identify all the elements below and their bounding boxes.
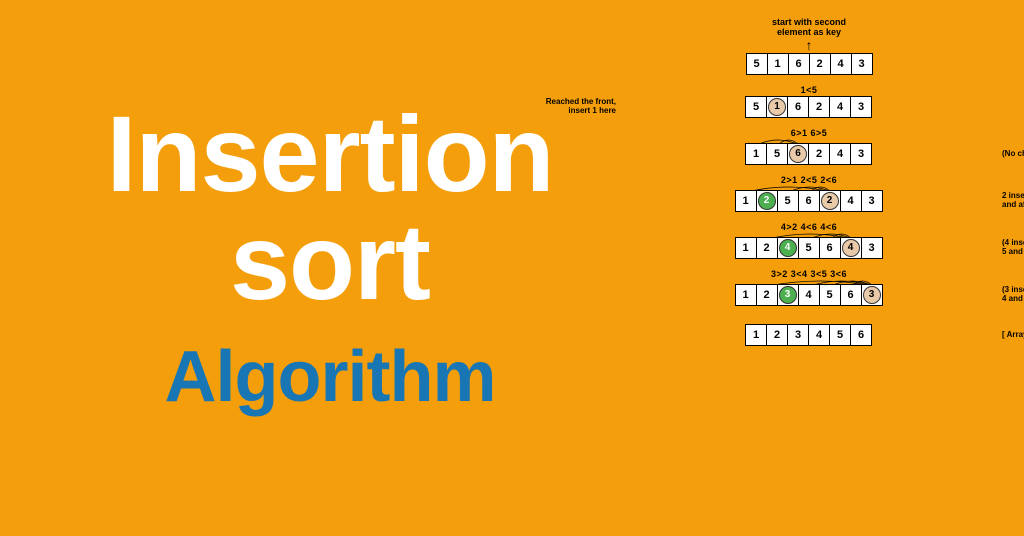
highlight-tan-icon: 6 — [789, 145, 807, 163]
step-5: 3>2 3<4 3<5 3<6 (3 inserted before4 and … — [624, 269, 994, 306]
array-cell: 1 — [735, 237, 757, 259]
array-cell: 3 — [861, 237, 883, 259]
array-cell: 2 — [819, 190, 841, 212]
top-note: start with second element as key — [624, 18, 994, 38]
array-cell: 6 — [787, 96, 809, 118]
array-row-3: 2 inserted before 5and after 1 1256243 — [624, 190, 994, 212]
right-note-6: [ Array sorted ] — [1002, 331, 1024, 340]
array-cell: 4 — [840, 190, 862, 212]
highlight-tan-icon: 4 — [842, 239, 860, 257]
array-cell: 1 — [766, 96, 788, 118]
diagram: start with second element as key ↑ 51624… — [624, 18, 994, 518]
title-line1: Insertion — [60, 100, 600, 208]
arrow-up-icon: ↑ — [624, 40, 994, 51]
right-note-4: (4 inserted before5 and after 2) — [1002, 239, 1024, 257]
highlight-green-icon: 4 — [779, 239, 797, 257]
array-cell: 1 — [745, 143, 767, 165]
array-cell: 2 — [808, 96, 830, 118]
array-row-5: (3 inserted before4 and after 2) 1234563 — [624, 284, 994, 306]
array-cell: 1 — [767, 53, 789, 75]
array-cell: 4 — [829, 96, 851, 118]
highlight-green-icon: 3 — [779, 286, 797, 304]
array-cell: 3 — [787, 324, 809, 346]
step-4: 4>2 4<6 4<6 (4 inserted before5 and afte… — [624, 222, 994, 259]
array-cell: 5 — [819, 284, 841, 306]
highlight-tan-icon: 2 — [821, 192, 839, 210]
array-cell: 5 — [746, 53, 768, 75]
array-cell: 2 — [766, 324, 788, 346]
array-cell: 1 — [745, 324, 767, 346]
array-row-1: Reached the front,insert 1 here 516243 — [624, 96, 994, 118]
array-cell: 4 — [808, 324, 830, 346]
array-cell: 6 — [840, 284, 862, 306]
right-note-2: (No change in order) — [1002, 150, 1024, 159]
step-6: [ Array sorted ] 123456 — [624, 324, 994, 346]
array-cell: 4 — [829, 143, 851, 165]
array-cell: 6 — [850, 324, 872, 346]
array-cell: 4 — [798, 284, 820, 306]
right-note-3: 2 inserted before 5and after 1 — [1002, 192, 1024, 210]
array-cell: 3 — [850, 143, 872, 165]
array-cell: 3 — [851, 53, 873, 75]
array-cell: 3 — [861, 284, 883, 306]
array-cell: 1 — [735, 284, 757, 306]
array-cell: 1 — [735, 190, 757, 212]
subtitle: Algorithm — [60, 336, 600, 418]
array-cell: 6 — [819, 237, 841, 259]
array-row-6: [ Array sorted ] 123456 — [624, 324, 994, 346]
step-3: 2>1 2<5 2<6 2 inserted before 5and after… — [624, 175, 994, 212]
array-cell: 2 — [809, 53, 831, 75]
array-cell: 2 — [756, 237, 778, 259]
highlight-tan-icon: 3 — [863, 286, 881, 304]
step-2: 6>1 6>5 (No change in order) 156243 — [624, 128, 994, 165]
title-line2: sort — [60, 208, 600, 316]
array-row-0: 516243 — [624, 53, 994, 75]
array-cell: 2 — [756, 284, 778, 306]
right-note-5: (3 inserted before4 and after 2) — [1002, 286, 1024, 304]
array-cell: 5 — [766, 143, 788, 165]
array-cell: 4 — [830, 53, 852, 75]
array-cell: 2 — [756, 190, 778, 212]
step-0: start with second element as key ↑ 51624… — [624, 18, 994, 75]
array-cell: 2 — [808, 143, 830, 165]
highlight-green-icon: 2 — [758, 192, 776, 210]
array-row-4: (4 inserted before5 and after 2) 1245643 — [624, 237, 994, 259]
array-cell: 3 — [861, 190, 883, 212]
array-cell: 6 — [788, 53, 810, 75]
array-cell: 3 — [777, 284, 799, 306]
left-note-1: Reached the front,insert 1 here — [546, 98, 616, 116]
title-block: Insertion sort Algorithm — [60, 100, 600, 418]
array-cell: 6 — [787, 143, 809, 165]
step-1: 1<5 Reached the front,insert 1 here 5162… — [624, 85, 994, 118]
array-cell: 6 — [798, 190, 820, 212]
array-cell: 5 — [829, 324, 851, 346]
array-cell: 3 — [850, 96, 872, 118]
highlight-tan-icon: 1 — [768, 98, 786, 116]
array-cell: 5 — [777, 190, 799, 212]
array-cell: 4 — [777, 237, 799, 259]
comparisons-1: 1<5 — [624, 85, 994, 95]
array-cell: 5 — [798, 237, 820, 259]
array-cell: 4 — [840, 237, 862, 259]
array-row-2: (No change in order) 156243 — [624, 143, 994, 165]
array-cell: 5 — [745, 96, 767, 118]
